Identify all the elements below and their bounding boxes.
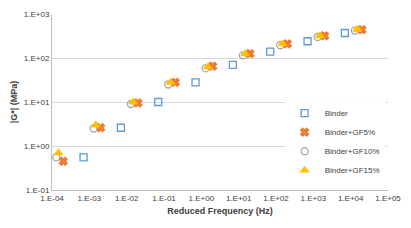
svg-text:1.E+00: 1.E+00 (189, 194, 215, 203)
svg-text:Binder+GF10%: Binder+GF10% (325, 147, 380, 156)
svg-text:Binder+GF15%: Binder+GF15% (325, 166, 380, 175)
svg-text:1.E+03: 1.E+03 (24, 10, 50, 19)
svg-text:1.E-01: 1.E-01 (26, 186, 50, 195)
svg-text:Binder: Binder (325, 109, 348, 118)
svg-text:1.E+05: 1.E+05 (375, 194, 401, 203)
svg-text:1.E+01: 1.E+01 (24, 98, 50, 107)
svg-text:1.E+02: 1.E+02 (263, 194, 289, 203)
svg-text:Binder+GF5%: Binder+GF5% (325, 128, 375, 137)
svg-text:1.E+04: 1.E+04 (338, 194, 364, 203)
svg-text:1.E+03: 1.E+03 (301, 194, 327, 203)
svg-text:|G*| (MPa): |G*| (MPa) (9, 81, 19, 124)
svg-text:1.E-02: 1.E-02 (115, 194, 139, 203)
svg-text:1.E-01: 1.E-01 (152, 194, 176, 203)
svg-text:1.E-03: 1.E-03 (78, 194, 102, 203)
svg-text:1.E+00: 1.E+00 (24, 142, 50, 151)
svg-text:1.E+02: 1.E+02 (24, 54, 50, 63)
svg-text:1.E+01: 1.E+01 (226, 194, 252, 203)
svg-text:1.E-04: 1.E-04 (40, 194, 64, 203)
svg-text:Reduced Frequency (Hz): Reduced Frequency (Hz) (167, 206, 273, 216)
